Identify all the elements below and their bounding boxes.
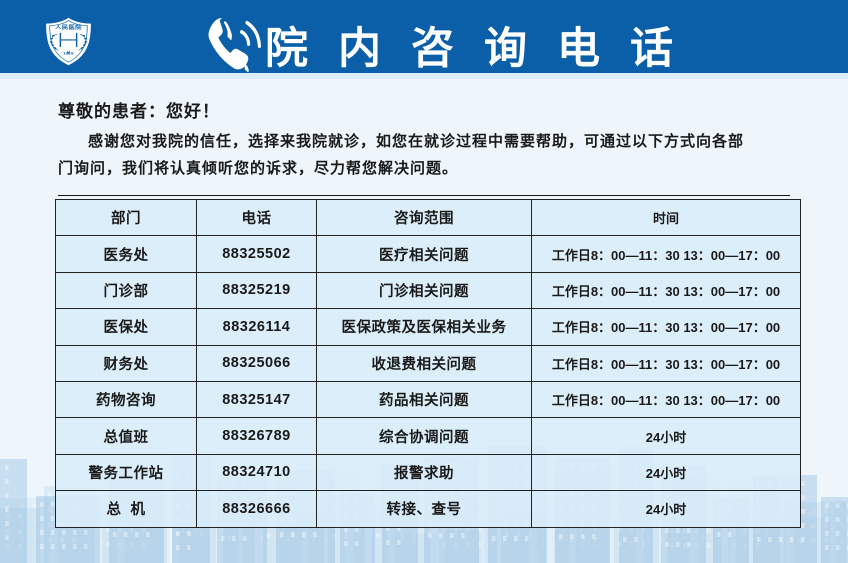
svg-text:人民医院: 人民医院 (54, 24, 82, 31)
